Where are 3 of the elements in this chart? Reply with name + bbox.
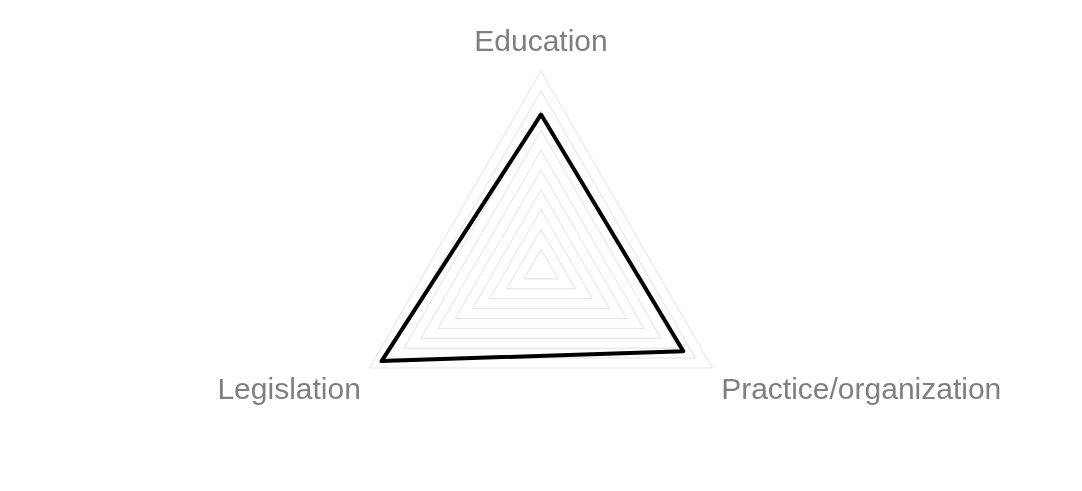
spoke-label: Education [474, 24, 608, 58]
spoke-label: Practice/organization [721, 372, 1002, 406]
spoke-label: Legislation [217, 372, 361, 406]
